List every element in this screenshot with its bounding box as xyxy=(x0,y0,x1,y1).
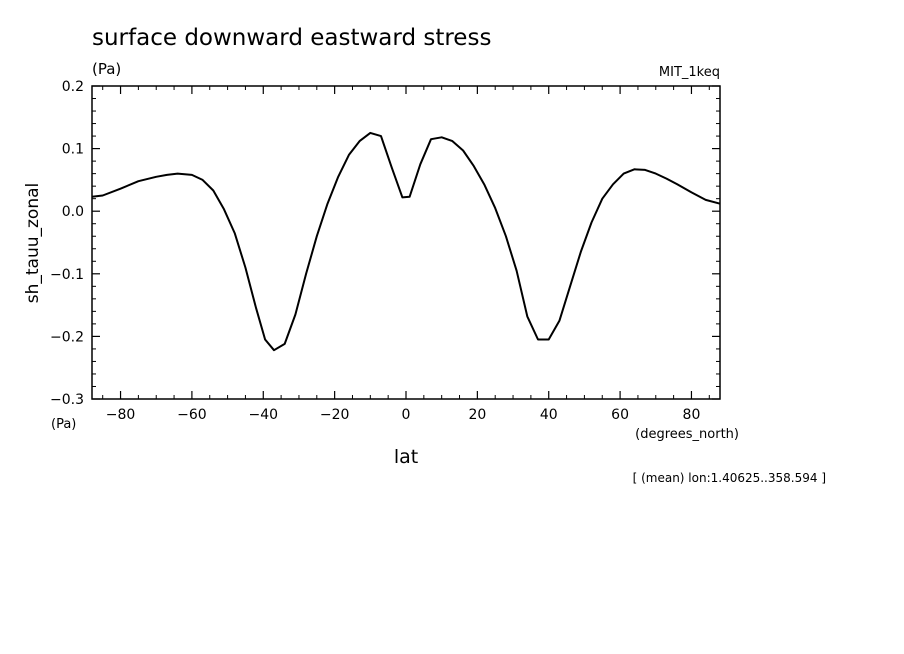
x-axis-label: lat xyxy=(394,446,418,468)
x-tick-label: −40 xyxy=(248,407,278,423)
x-tick-label: 80 xyxy=(683,407,701,423)
series-line-sh-tauu-zonal xyxy=(91,131,721,352)
footnote-mean-lon: [ (mean) lon:1.40625..358.594 ] xyxy=(633,471,826,485)
y-tick-label: 0.0 xyxy=(62,204,84,220)
y-tick-label: 0.1 xyxy=(62,142,84,158)
y-tick-label: −0.2 xyxy=(50,329,84,345)
chart-title: surface downward eastward stress xyxy=(92,25,491,51)
minor-ticks xyxy=(92,86,720,399)
x-tick-label: −60 xyxy=(177,407,207,423)
x-tick-label: 0 xyxy=(402,407,411,423)
x-tick-label: −80 xyxy=(106,407,136,423)
title-units: (Pa) xyxy=(92,60,121,78)
x-tick-label: 20 xyxy=(468,407,486,423)
y-axis-label: sh_tauu_zonal xyxy=(23,183,43,304)
plot-frame xyxy=(91,85,721,400)
x-axis-ticks: −80 −60 −40 −20 0 20 40 60 80 xyxy=(106,86,701,423)
x-tick-label: 60 xyxy=(611,407,629,423)
x-tick-label: 40 xyxy=(540,407,558,423)
x-axis-units: (degrees_north) xyxy=(635,427,739,442)
y-tick-label: 0.2 xyxy=(62,79,84,95)
dataset-label: MIT_1keq xyxy=(659,65,720,80)
y-axis-ticks: 0.2 0.1 0.0 −0.1 −0.2 −0.3 xyxy=(50,79,720,408)
y-axis-units: (Pa) xyxy=(51,417,76,432)
y-tick-label: −0.3 xyxy=(50,392,84,408)
x-tick-label: −20 xyxy=(320,407,350,423)
y-tick-label: −0.1 xyxy=(50,267,84,283)
